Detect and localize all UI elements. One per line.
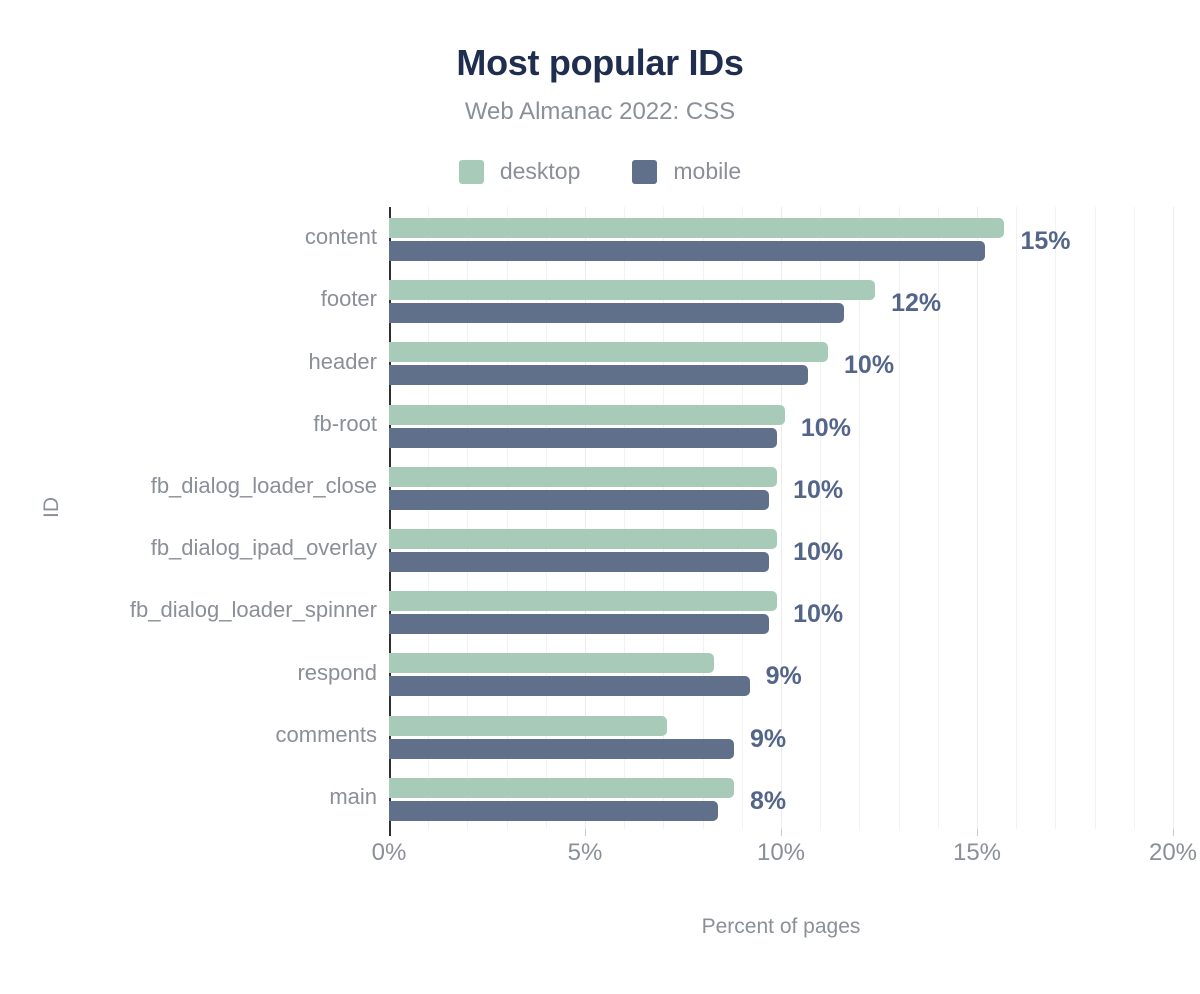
bar-mobile[interactable] xyxy=(389,738,734,759)
bar-mobile[interactable] xyxy=(389,427,778,448)
category-label-fb_dialog_loader_spinner: fb_dialog_loader_spinner xyxy=(129,597,377,623)
bar-mobile[interactable] xyxy=(389,676,750,697)
x-tick-label: 10% xyxy=(756,839,806,866)
bar-row: 10% xyxy=(389,331,1173,393)
legend-label: desktop xyxy=(499,158,581,184)
category-label-header: header xyxy=(308,348,377,374)
gridline-major xyxy=(1173,207,1174,829)
chart-title: Most popular IDs xyxy=(456,42,744,83)
category-labels: content footer header fb-root fb_dialog_load… xyxy=(0,207,377,829)
category-label-fb_dialog_loader_close: fb_dialog_loader_close xyxy=(150,472,377,498)
x-axis-ticks: 0% 5% 10% 15% 20% xyxy=(372,829,1197,869)
y-axis-title: ID xyxy=(40,497,63,518)
legend-item-mobile[interactable]: mobile xyxy=(632,158,741,185)
category-label-respond: respond xyxy=(297,659,377,685)
bar-value-label: 10% xyxy=(800,413,851,442)
bar-mobile[interactable] xyxy=(389,489,770,510)
bar-mobile[interactable] xyxy=(389,365,809,386)
x-tick-label: 15% xyxy=(952,839,1002,866)
category-label-content: content xyxy=(304,224,377,250)
bar-row: 8% xyxy=(389,767,1173,829)
bar-row: 12% xyxy=(389,269,1173,331)
bar-value-label: 10% xyxy=(793,600,844,629)
bar-rows: 15% 12% 10% 10% 10% 10% 10% 9% 9% 8% xyxy=(389,207,1173,829)
bar-value-label: 9% xyxy=(765,662,802,691)
bar-desktop[interactable] xyxy=(389,404,785,425)
bar-row: 15% xyxy=(389,207,1173,269)
category-label-fb-root: fb-root xyxy=(313,410,377,436)
bar-desktop[interactable] xyxy=(389,777,734,798)
bar-desktop[interactable] xyxy=(389,342,829,363)
x-tick-mark xyxy=(585,829,586,836)
legend-item-desktop[interactable]: desktop xyxy=(458,158,581,185)
bar-desktop[interactable] xyxy=(389,218,1005,238)
bar-value-label: 15% xyxy=(1020,227,1071,255)
legend-swatch-icon xyxy=(632,159,658,184)
category-label-footer: footer xyxy=(320,286,377,312)
bar-row: 10% xyxy=(389,394,1173,456)
bar-desktop[interactable] xyxy=(389,591,778,612)
x-tick-mark xyxy=(389,829,391,836)
category-label-main: main xyxy=(329,783,377,809)
bar-row: 9% xyxy=(389,642,1173,704)
bar-value-label: 8% xyxy=(749,786,787,815)
x-tick-mark xyxy=(781,829,782,836)
bar-desktop[interactable] xyxy=(389,653,715,674)
category-label-fb_dialog_ipad_overlay: fb_dialog_ipad_overlay xyxy=(150,535,377,561)
x-tick-label: 0% xyxy=(371,839,407,866)
bar-desktop[interactable] xyxy=(389,529,778,549)
x-tick-mark xyxy=(977,829,978,836)
bar-value-label: 12% xyxy=(891,289,942,318)
x-tick-mark xyxy=(1173,829,1174,836)
y-axis-line xyxy=(389,207,391,829)
bar-value-label: 10% xyxy=(793,475,844,504)
bar-row: 10% xyxy=(389,580,1173,642)
bar-mobile[interactable] xyxy=(389,303,844,324)
bar-row: 10% xyxy=(389,518,1173,580)
bar-mobile[interactable] xyxy=(389,552,770,572)
bar-value-label: 9% xyxy=(749,724,787,753)
bar-mobile[interactable] xyxy=(389,241,985,261)
category-label-comments: comments xyxy=(275,721,377,747)
x-tick-label: 5% xyxy=(567,839,603,866)
bar-mobile[interactable] xyxy=(389,614,770,635)
bar-mobile[interactable] xyxy=(389,800,719,821)
bar-desktop[interactable] xyxy=(389,715,668,736)
bar-value-label: 10% xyxy=(793,538,844,566)
legend-swatch-icon xyxy=(458,159,484,184)
chart-subtitle: Web Almanac 2022: CSS xyxy=(464,98,736,125)
x-tick-label: 20% xyxy=(1148,839,1198,866)
legend-label: mobile xyxy=(673,158,742,184)
bar-desktop[interactable] xyxy=(389,466,778,487)
chart-legend: desktop mobile xyxy=(0,158,1200,185)
bar-row: 10% xyxy=(389,456,1173,518)
plot-area: 15% 12% 10% 10% 10% 10% 10% 9% 9% 8% xyxy=(389,207,1174,829)
x-axis-title: Percent of pages xyxy=(701,915,861,938)
bar-row: 9% xyxy=(389,705,1173,767)
bar-value-label: 10% xyxy=(844,351,895,380)
bar-desktop[interactable] xyxy=(389,280,876,301)
